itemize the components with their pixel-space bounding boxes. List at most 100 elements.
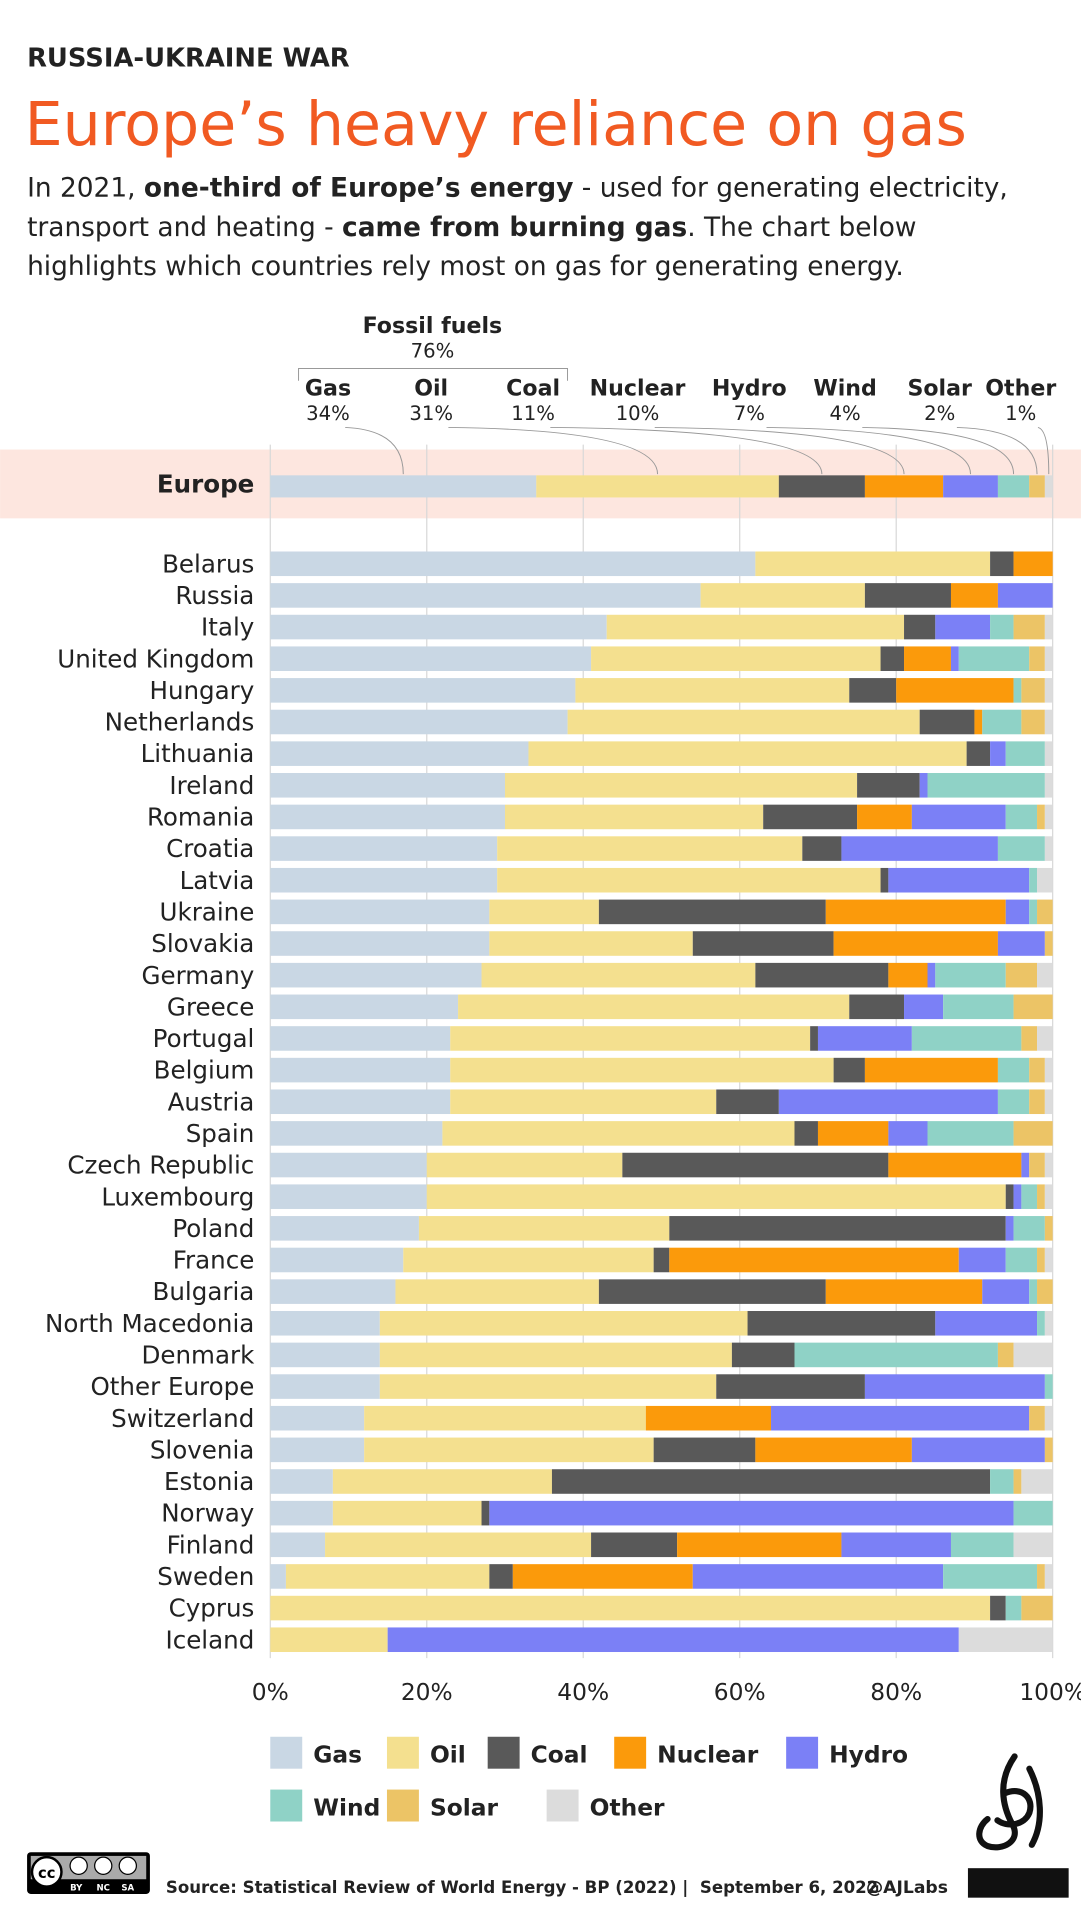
bar-segment [677,1532,842,1558]
bar-segment [270,1121,443,1146]
bar-segment [966,741,991,766]
bar-segment [395,1279,599,1304]
category-label: Iceland [165,1625,254,1654]
bar-segment [1005,1595,1022,1621]
bar-segment [598,1279,826,1304]
category-label: Europe [157,470,254,499]
bar-segment [857,773,920,798]
group-bracket [298,367,569,381]
legend-swatch [386,1789,419,1822]
bar-segment [1044,1057,1053,1083]
category-label: Belgium [154,1056,255,1085]
bar-segment [270,1374,380,1399]
bar-segment [927,1121,1014,1146]
bar-segment [1021,678,1045,703]
bar-segment [270,709,568,735]
bar-segment [403,1247,654,1273]
bar-segment [1044,1089,1053,1115]
bar-segment [426,1152,623,1178]
series-header: Coal [506,375,560,401]
bar-segment [1044,614,1053,640]
category-label: Slovenia [150,1435,254,1464]
bar-segment [747,1310,936,1336]
legend-label: Solar [430,1793,499,1821]
bar-segment [833,1057,865,1083]
bar-segment [919,709,975,735]
bar-segment [1021,1184,1038,1209]
bar-segment [270,1342,380,1368]
leader-line [448,426,659,475]
bar-segment [1029,899,1038,925]
subtitle-segment: came from burning gas [342,212,687,243]
bar-segment [692,1564,944,1589]
category-label: Denmark [141,1341,255,1370]
bar-segment [1044,773,1053,798]
bar-segment [888,867,1030,893]
bar-segment [950,646,959,671]
bar-segment [270,836,498,861]
bar-segment [911,804,1006,830]
category-label: Finland [167,1530,255,1559]
group-share: 76% [411,339,455,362]
bar-segment [1021,1152,1030,1178]
series-header: Other [985,375,1056,401]
bar-segment [919,773,928,798]
series-share: 2% [924,402,955,425]
bar-segment [1013,1216,1045,1241]
brand-logo [967,1753,1069,1898]
bar-segment [1021,1469,1053,1494]
footer: BY NC SA Source: Statistical Review of Worl… [70,1877,1061,1898]
group-label: Fossil fuels [363,313,503,339]
bar-segment [997,1089,1030,1115]
bar-segment [778,1089,998,1115]
category-label: Czech Republic [67,1151,254,1180]
bar-segment [418,1216,670,1241]
series-header: Gas [305,375,351,401]
bar-segment [270,1564,286,1589]
subtitle-line: In 2021, one-third of Europe’s energy - … [27,173,1008,204]
bar-segment [270,1152,427,1178]
bar-segment [270,475,537,498]
bar-segment [1013,614,1045,640]
bar-segment [270,1057,451,1083]
bar-segment [653,1247,670,1273]
bar-segment [551,1469,991,1494]
leader-line [1037,426,1050,475]
bar-segment [270,994,459,1020]
series-header: Hydro [712,375,787,401]
category-label: Romania [147,803,254,832]
series-share: 10% [616,402,660,425]
series-share: 4% [830,402,861,425]
bar-segment [904,614,936,640]
leader-line [862,426,1015,475]
bar-segment [1044,1437,1053,1463]
bar-segment [817,1026,912,1051]
series-header: Solar [907,375,972,401]
bar-segment [692,931,834,956]
bar-segment [864,1374,1045,1399]
bar-segment [763,804,858,830]
bar-segment [1005,962,1038,988]
bar-segment [364,1437,654,1463]
subtitle-segment: one-third of Europe’s energy [144,173,573,204]
bar-segment [426,1184,1006,1209]
bar-segment [1029,1405,1045,1431]
bar-segment [622,1152,889,1178]
bar-segment [990,1469,1014,1494]
bar-segment [841,1532,951,1558]
leader-line [654,426,905,475]
bar-segment [1005,1247,1038,1273]
bar-segment [270,551,756,577]
bar-segment [1044,709,1053,735]
bar-segment [591,1532,678,1558]
bar-segment [731,1342,795,1368]
license-term: BY [70,1883,83,1893]
bar-segment [450,1026,811,1051]
bar-segment [364,1405,646,1431]
bar-segment [285,1564,490,1589]
bar-segment [481,1500,490,1526]
bar-segment [864,1057,998,1083]
bar-segment [1013,1532,1053,1558]
category-label: Hungary [149,676,254,705]
bar-segment [904,646,951,671]
